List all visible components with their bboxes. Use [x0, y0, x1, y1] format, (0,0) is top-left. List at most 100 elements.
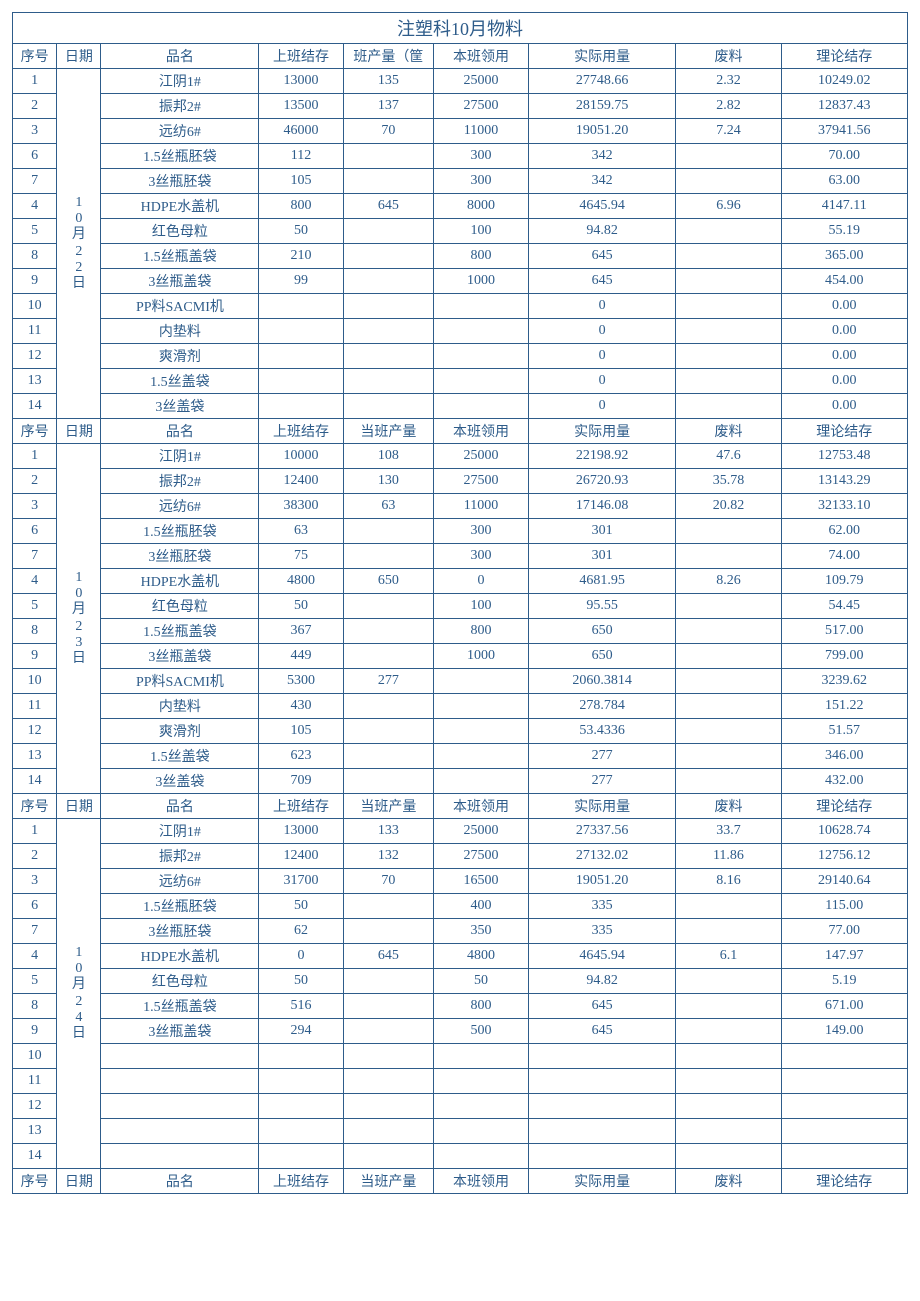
col-waste-header: 废料: [676, 794, 781, 819]
cell-waste: [676, 719, 781, 744]
cell-used: 4645.94: [528, 944, 675, 969]
cell-prev: 63: [259, 519, 343, 544]
cell-name: 3丝瓶盖袋: [101, 644, 259, 669]
cell-theo: 799.00: [781, 644, 907, 669]
cell-seq: 14: [13, 1144, 57, 1169]
cell-theo: 517.00: [781, 619, 907, 644]
col-used-header: 实际用量: [528, 1169, 675, 1194]
cell-waste: [676, 1144, 781, 1169]
cell-prod: [343, 344, 434, 369]
cell-prev: 50: [259, 894, 343, 919]
cell-prod: [343, 519, 434, 544]
table-row: 93丝瓶盖袋4491000650799.00: [13, 644, 908, 669]
col-date-header: 日期: [57, 419, 101, 444]
cell-seq: 7: [13, 169, 57, 194]
cell-prod: [343, 394, 434, 419]
cell-used: 26720.93: [528, 469, 675, 494]
cell-theo: 5.19: [781, 969, 907, 994]
cell-name: 3丝盖袋: [101, 394, 259, 419]
cell-theo: 51.57: [781, 719, 907, 744]
cell-name: 1.5丝瓶胚袋: [101, 894, 259, 919]
cell-seq: 3: [13, 869, 57, 894]
cell-seq: 11: [13, 694, 57, 719]
cell-name: 红色母粒: [101, 969, 259, 994]
cell-theo: 4147.11: [781, 194, 907, 219]
cell-seq: 10: [13, 1044, 57, 1069]
cell-recv: 400: [434, 894, 529, 919]
cell-waste: [676, 594, 781, 619]
cell-theo: 10249.02: [781, 69, 907, 94]
cell-used: [528, 1119, 675, 1144]
cell-name: 红色母粒: [101, 594, 259, 619]
cell-recv: [434, 1044, 529, 1069]
cell-theo: 432.00: [781, 769, 907, 794]
cell-recv: [434, 369, 529, 394]
cell-recv: 350: [434, 919, 529, 944]
cell-recv: 11000: [434, 494, 529, 519]
cell-prod: 108: [343, 444, 434, 469]
cell-name: 江阴1#: [101, 69, 259, 94]
cell-prev: 430: [259, 694, 343, 719]
cell-waste: 11.86: [676, 844, 781, 869]
cell-prod: [343, 1144, 434, 1169]
header-row: 序号日期品名上班结存当班产量本班领用实际用量废料理论结存: [13, 1169, 908, 1194]
cell-name: 3丝瓶盖袋: [101, 1019, 259, 1044]
cell-recv: 300: [434, 519, 529, 544]
cell-prod: [343, 294, 434, 319]
cell-seq: 5: [13, 969, 57, 994]
cell-waste: [676, 244, 781, 269]
table-row: 81.5丝瓶盖袋210800645365.00: [13, 244, 908, 269]
table-row: 93丝瓶盖袋294500645149.00: [13, 1019, 908, 1044]
cell-used: 17146.08: [528, 494, 675, 519]
cell-prod: [343, 969, 434, 994]
cell-theo: [781, 1119, 907, 1144]
cell-used: 94.82: [528, 969, 675, 994]
cell-waste: [676, 1044, 781, 1069]
cell-prod: [343, 644, 434, 669]
cell-used: [528, 1144, 675, 1169]
cell-name: 红色母粒: [101, 219, 259, 244]
cell-theo: 12837.43: [781, 94, 907, 119]
cell-name: 振邦2#: [101, 94, 259, 119]
cell-waste: [676, 619, 781, 644]
cell-theo: 365.00: [781, 244, 907, 269]
cell-prev: 112: [259, 144, 343, 169]
cell-waste: [676, 994, 781, 1019]
cell-theo: 109.79: [781, 569, 907, 594]
cell-name: 3丝盖袋: [101, 769, 259, 794]
table-row: 11: [13, 1069, 908, 1094]
col-seq-header: 序号: [13, 44, 57, 69]
cell-used: 27132.02: [528, 844, 675, 869]
cell-theo: 13143.29: [781, 469, 907, 494]
cell-recv: 27500: [434, 94, 529, 119]
cell-prod: [343, 1019, 434, 1044]
cell-prod: [343, 769, 434, 794]
cell-used: 0: [528, 344, 675, 369]
cell-recv: [434, 769, 529, 794]
cell-seq: 6: [13, 894, 57, 919]
cell-theo: 62.00: [781, 519, 907, 544]
cell-recv: [434, 319, 529, 344]
cell-waste: [676, 144, 781, 169]
cell-used: 19051.20: [528, 869, 675, 894]
cell-theo: 0.00: [781, 294, 907, 319]
cell-seq: 12: [13, 1094, 57, 1119]
cell-prev: 4800: [259, 569, 343, 594]
table-row: 110月24日江阴1#130001332500027337.5633.71062…: [13, 819, 908, 844]
cell-theo: 0.00: [781, 344, 907, 369]
cell-prod: 132: [343, 844, 434, 869]
col-date-header: 日期: [57, 44, 101, 69]
cell-prev: [259, 1069, 343, 1094]
cell-used: 19051.20: [528, 119, 675, 144]
cell-prod: 277: [343, 669, 434, 694]
date-cell: 10月23日: [57, 444, 101, 794]
cell-name: 远纺6#: [101, 869, 259, 894]
cell-recv: [434, 1119, 529, 1144]
cell-prev: 13000: [259, 69, 343, 94]
cell-theo: 346.00: [781, 744, 907, 769]
cell-seq: 14: [13, 769, 57, 794]
cell-waste: 35.78: [676, 469, 781, 494]
cell-theo: 0.00: [781, 394, 907, 419]
cell-prev: 10000: [259, 444, 343, 469]
table-row: 12爽滑剂10553.433651.57: [13, 719, 908, 744]
